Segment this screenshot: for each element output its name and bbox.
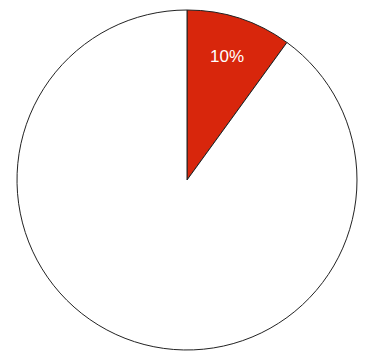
svg-text:10%: 10% bbox=[210, 47, 244, 66]
